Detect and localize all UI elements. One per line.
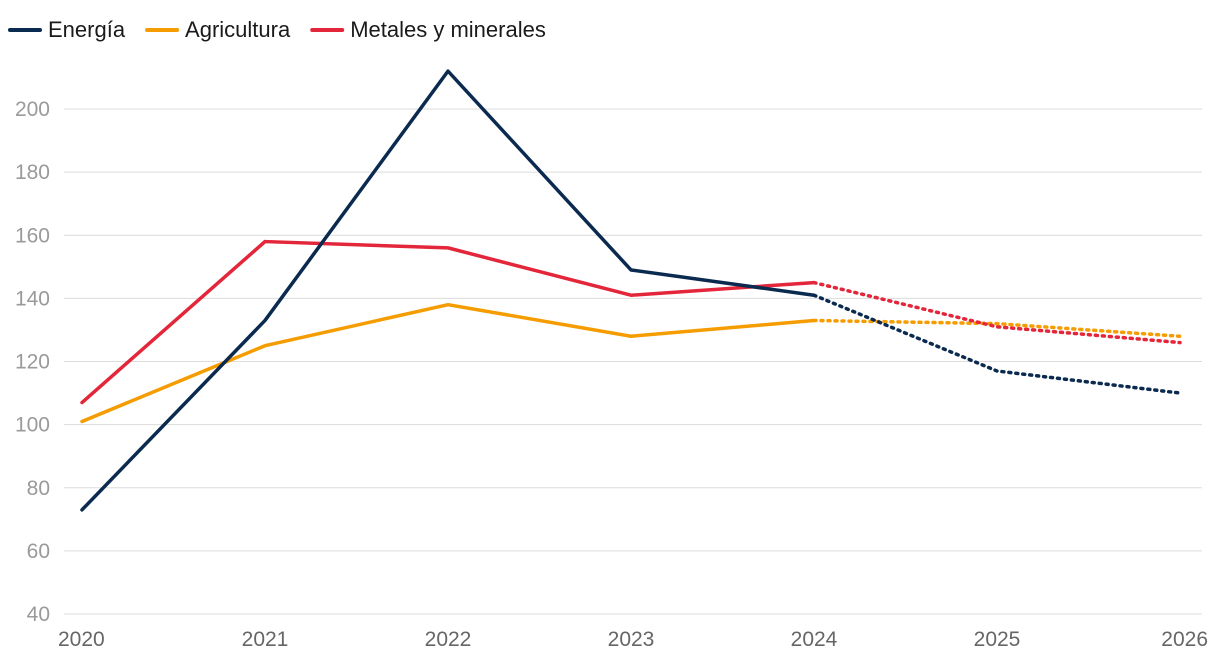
y-tick-label: 140 <box>15 287 50 310</box>
y-tick-label: 40 <box>27 603 50 626</box>
legend-label-1: Agricultura <box>185 17 291 42</box>
grid <box>64 108 1202 615</box>
legend: Energía Agricultura Metales y minerales <box>8 17 546 42</box>
series-line-2 <box>80 239 816 405</box>
x-tick-label: 2025 <box>974 628 1021 651</box>
y-tick-label: 80 <box>27 477 50 500</box>
y-tick-label: 100 <box>15 414 50 437</box>
series-line-0 <box>80 69 816 512</box>
y-tick-label: 160 <box>15 224 50 247</box>
series-forecast-line-2 <box>812 280 1182 345</box>
x-tick-label: 2023 <box>608 628 655 651</box>
series-lines <box>80 69 1182 512</box>
x-tick-label: 2020 <box>58 628 105 651</box>
y-axis: 40 60 80 100 120 140 160 180 200 <box>15 98 50 626</box>
x-axis: 2020 2021 2022 2023 2024 2025 2026 <box>58 628 1208 651</box>
series-forecast-line-0 <box>812 293 1182 395</box>
series-line-1 <box>80 302 816 424</box>
x-tick-label: 2026 <box>1161 628 1208 651</box>
y-tick-label: 200 <box>15 98 50 121</box>
x-tick-label: 2022 <box>425 628 472 651</box>
series-forecast-line-1 <box>812 318 1182 338</box>
y-tick-label: 120 <box>15 351 50 374</box>
y-tick-label: 60 <box>27 540 50 563</box>
legend-label-2: Metales y minerales <box>350 17 546 42</box>
y-tick-label: 180 <box>15 161 50 184</box>
legend-label-0: Energía <box>48 17 126 42</box>
x-tick-label: 2021 <box>242 628 289 651</box>
x-tick-label: 2024 <box>791 628 838 651</box>
